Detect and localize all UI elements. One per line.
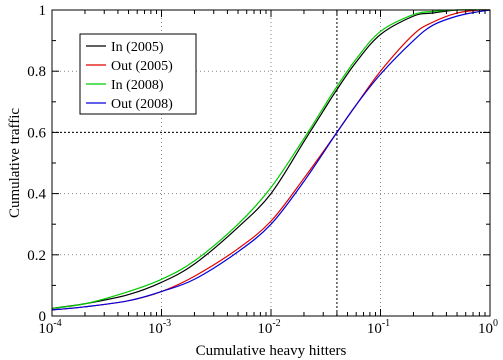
x-axis-title: Cumulative heavy hitters (196, 343, 347, 359)
y-tick-label: 0.2 (27, 248, 46, 264)
legend-box (79, 33, 197, 115)
legend-label-2: Out (2005) (111, 59, 173, 74)
y-tick-label: 1 (39, 3, 47, 19)
legend-label-3: In (2008) (111, 78, 164, 93)
series-line-3 (51, 9, 491, 309)
x-tick-label: 100 (478, 318, 498, 337)
y-tick-label: 0 (39, 309, 47, 325)
y-tick-label: 0.6 (27, 125, 46, 141)
x-tick-label: 10-1 (367, 318, 390, 337)
grid (52, 10, 490, 316)
legend: In (2005) Out (2005) In (2008) Out (2008) (79, 33, 197, 115)
legend-label-1: In (2005) (111, 40, 164, 55)
reference-lines (52, 10, 490, 316)
series-line-4 (51, 9, 491, 311)
x-tick-label: 10-2 (257, 318, 280, 337)
x-tick-label: 10-3 (148, 318, 171, 337)
y-axis-title: Cumulative traffic (7, 108, 23, 218)
y-tick-label: 0.8 (27, 64, 46, 80)
series-lines (51, 9, 491, 311)
y-tick-labels: 0 0.2 0.4 0.6 0.8 1 (27, 3, 46, 325)
legend-label-4: Out (2008) (111, 97, 173, 112)
x-tick-label: 10-4 (38, 318, 61, 337)
axis-ticks (51, 9, 491, 317)
y-tick-label: 0.4 (27, 187, 46, 203)
series-line-1 (51, 9, 491, 309)
x-tick-labels: 10-4 10-3 10-2 10-1 100 (38, 318, 498, 337)
